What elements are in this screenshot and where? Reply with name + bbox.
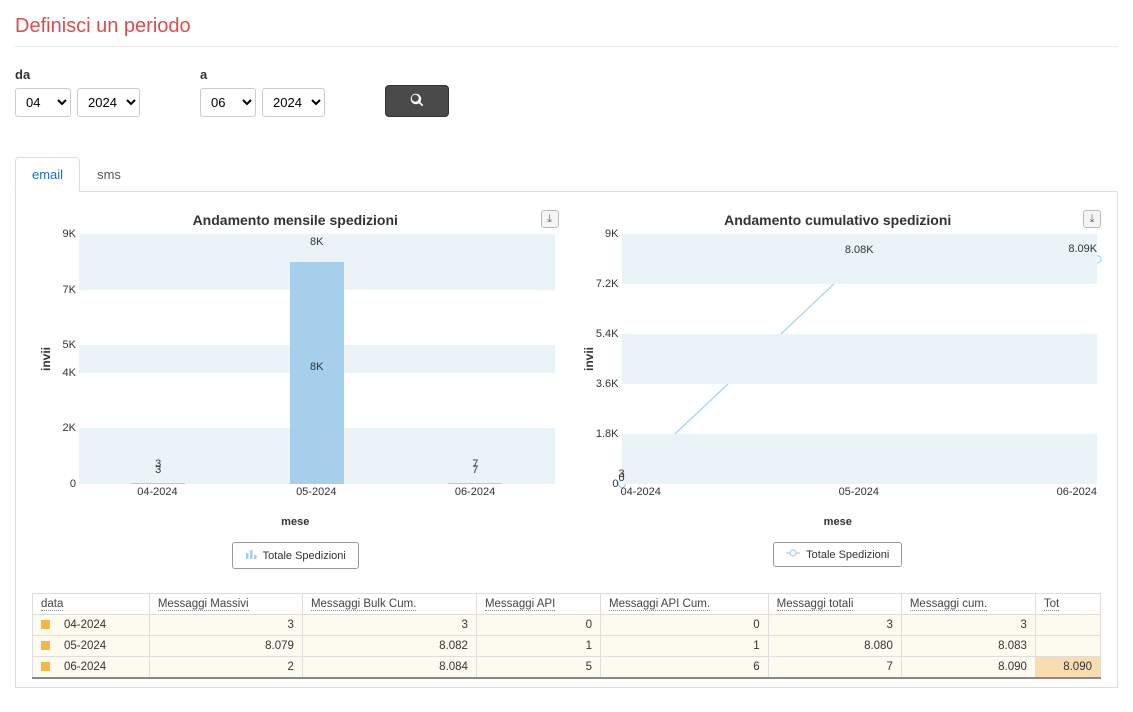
to-label: a (200, 67, 325, 82)
tab-bar: email sms (15, 157, 1118, 192)
cell: 3 (302, 615, 476, 636)
tab-email[interactable]: email (15, 157, 80, 192)
period-from-group: da 04 2024 (15, 67, 140, 117)
cell: 6 (601, 657, 769, 679)
chart-monthly: ⤓ Andamento mensile spedizioni invii 02K… (32, 212, 559, 569)
table-header[interactable]: Messaggi API (476, 594, 600, 615)
chart-monthly-title: Andamento mensile spedizioni (32, 212, 559, 228)
cell: 3 (901, 615, 1035, 636)
xtick: 06-2024 (1057, 486, 1097, 498)
chart-cumulative-title: Andamento cumulativo spedizioni (575, 212, 1102, 228)
xtick: 05-2024 (296, 486, 336, 498)
cell: 3 (149, 615, 302, 636)
bar-top-label: 8K (310, 236, 323, 248)
table-row: 04-2024330033 (33, 615, 1101, 636)
data-table: dataMessaggi MassiviMessaggi Bulk Cum.Me… (32, 593, 1101, 679)
table-header[interactable]: Messaggi cum. (901, 594, 1035, 615)
xtick: 05-2024 (839, 486, 879, 498)
cell: 7 (768, 657, 901, 679)
cell: 8.090 (1035, 657, 1100, 679)
table-row: 06-202428.0845678.0908.090 (33, 657, 1101, 679)
ytick: 7K (63, 284, 76, 296)
xtick: 04-2024 (621, 486, 661, 498)
search-icon (410, 94, 424, 110)
series-color-icon (41, 662, 50, 671)
table-header[interactable]: Messaggi API Cum. (601, 594, 769, 615)
ytick: 5.4K (596, 328, 619, 340)
bar-icon (245, 548, 257, 563)
export-icon[interactable]: ⤓ (541, 210, 559, 228)
cell: 8.079 (149, 636, 302, 657)
ytick: 4K (63, 367, 76, 379)
line-icon (786, 548, 800, 561)
ytick: 3.6K (596, 378, 619, 390)
page-title: Definisci un periodo (15, 15, 1118, 47)
legend-cumulative[interactable]: Totale Spedizioni (773, 542, 902, 567)
ytick: 2K (63, 422, 76, 434)
tab-sms[interactable]: sms (80, 157, 138, 192)
cell: 1 (601, 636, 769, 657)
to-month-select[interactable]: 06 (200, 88, 256, 117)
ytick: 9K (63, 228, 76, 240)
bar[interactable] (290, 262, 344, 484)
cell: 1 (476, 636, 600, 657)
table-row: 05-20248.0798.082118.0808.083 (33, 636, 1101, 657)
chart-cumulative: ⤓ Andamento cumulativo spedizioni invii … (575, 212, 1102, 569)
xtick: 04-2024 (137, 486, 177, 498)
from-label: da (15, 67, 140, 82)
xtick: 06-2024 (455, 486, 495, 498)
cell: 3 (768, 615, 901, 636)
ytick: 1.8K (596, 428, 619, 440)
cell: 0 (476, 615, 600, 636)
cell (1035, 615, 1100, 636)
legend-cumulative-label: Totale Spedizioni (806, 549, 889, 561)
cell (1035, 636, 1100, 657)
cell: 8.084 (302, 657, 476, 679)
series-color-icon (41, 641, 50, 650)
cell: 8.080 (768, 636, 901, 657)
period-to-group: a 06 2024 (200, 67, 325, 117)
cell: 2 (149, 657, 302, 679)
series-color-icon (41, 620, 50, 629)
bar-mid-label: 8K (310, 361, 323, 373)
point-label: 8.08K (845, 244, 874, 256)
ytick: 7.2K (596, 278, 619, 290)
table-header[interactable]: Messaggi totali (768, 594, 901, 615)
from-month-select[interactable]: 04 (15, 88, 71, 117)
table-header[interactable]: Messaggi Massivi (149, 594, 302, 615)
bar-mid-label: 7 (472, 464, 478, 476)
table-header[interactable]: data (33, 594, 150, 615)
cell: 5 (476, 657, 600, 679)
export-icon[interactable]: ⤓ (1083, 210, 1101, 228)
legend-monthly[interactable]: Totale Spedizioni (232, 542, 359, 569)
to-year-select[interactable]: 2024 (262, 88, 325, 117)
point-label-zero: 0 (618, 472, 624, 484)
ytick: 9K (605, 228, 618, 240)
cell-date: 04-2024 (64, 619, 106, 631)
cell: 8.090 (901, 657, 1035, 679)
cell-date: 06-2024 (64, 661, 106, 673)
cell: 8.082 (302, 636, 476, 657)
x-axis-title: mese (32, 516, 559, 528)
cell: 0 (601, 615, 769, 636)
cell-date: 05-2024 (64, 640, 106, 652)
cell: 8.083 (901, 636, 1035, 657)
ytick: 0 (70, 478, 76, 490)
legend-monthly-label: Totale Spedizioni (263, 550, 346, 562)
x-axis-title: mese (575, 516, 1102, 528)
table-header[interactable]: Tot (1035, 594, 1100, 615)
table-header[interactable]: Messaggi Bulk Cum. (302, 594, 476, 615)
bar-mid-label: 3 (155, 464, 161, 476)
point-label: 8.09K (1068, 243, 1097, 255)
from-year-select[interactable]: 2024 (77, 88, 140, 117)
search-button[interactable] (385, 85, 449, 117)
ytick: 5K (63, 339, 76, 351)
